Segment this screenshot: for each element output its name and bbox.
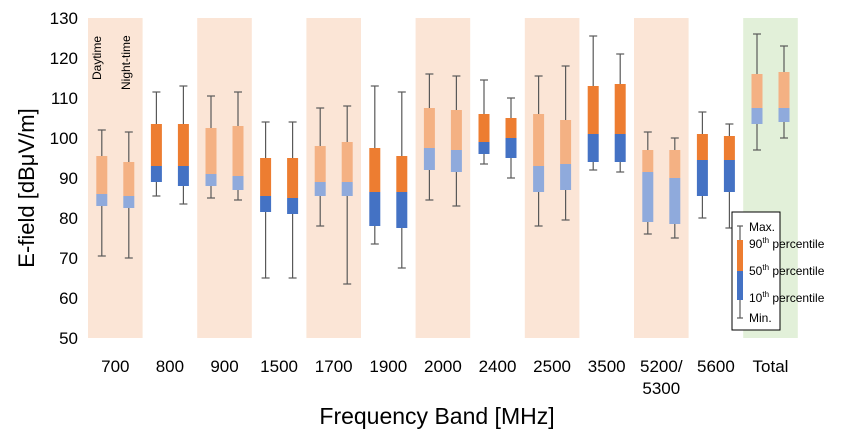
box-lower-night <box>232 176 244 190</box>
y-axis-label: E-field [dBμV/m] <box>14 108 39 267</box>
legend-item-4: Min. <box>749 311 772 325</box>
box-upper-night <box>723 136 735 160</box>
box-upper-day <box>423 108 435 148</box>
x-tick-label: 1500 <box>260 357 298 376</box>
box-lower-night <box>505 138 517 158</box>
box-upper-night <box>177 124 189 166</box>
box-lower-day <box>150 166 162 182</box>
box-lower-night <box>560 164 572 190</box>
legend-upper-box <box>737 240 743 271</box>
box-upper-night <box>396 156 408 192</box>
band-shade <box>197 18 252 338</box>
x-tick-label: 900 <box>210 357 238 376</box>
box-upper-night <box>123 162 135 196</box>
box-upper-day <box>587 86 599 134</box>
box-lower-night <box>177 166 189 186</box>
x-tick-label: 2500 <box>533 357 571 376</box>
box-upper-night <box>778 72 790 108</box>
legend-lower-box <box>737 271 743 300</box>
x-tick-label: 2000 <box>424 357 462 376</box>
x-tick-label: 5600 <box>697 357 735 376</box>
y-tick-label: 90 <box>59 169 78 188</box>
box-lower-day <box>587 134 599 162</box>
legend-item-3: 10th percentile <box>749 290 825 305</box>
y-tick-label: 110 <box>51 89 78 108</box>
legend: Max. 90th percentile 50th percentile 10th p… <box>731 211 825 331</box>
box-upper-day <box>150 124 162 166</box>
x-axis-label: Frequency Band [MHz] <box>319 403 554 429</box>
box-upper-night <box>232 126 244 176</box>
legend-item-0: Max. <box>749 220 775 234</box>
x-axis: 700 800 900 1500 1700 1900 2000 2400 2500 3500 520… <box>101 357 788 398</box>
box-upper-night <box>287 158 299 198</box>
box-lower-night <box>669 178 681 224</box>
box-upper-day <box>96 156 108 194</box>
box-lower-night <box>396 192 408 228</box>
box-upper-day <box>696 134 708 160</box>
box-upper-night <box>669 150 681 178</box>
band-shade <box>306 18 361 338</box>
box-lower-day <box>314 182 326 196</box>
box-upper-day <box>369 148 381 192</box>
series-label-night-time: Night-time <box>119 35 133 90</box>
box-lower-day <box>478 142 490 154</box>
y-tick-label: 70 <box>59 249 78 268</box>
y-tick-label: 60 <box>59 289 78 308</box>
box-lower-day <box>260 196 272 212</box>
box-lower-day <box>751 108 763 124</box>
box-lower-night <box>450 150 462 172</box>
x-tick-label: 3500 <box>588 357 626 376</box>
series-label-daytime: Daytime <box>90 36 104 80</box>
box-upper-night <box>505 118 517 138</box>
band-shade <box>415 18 471 338</box>
box-upper-day <box>751 74 763 108</box>
box-lower-night <box>341 182 353 196</box>
boxplot-series <box>96 33 790 285</box>
x-tick-label: 800 <box>156 357 184 376</box>
legend-item-2: 50th percentile <box>749 263 825 278</box>
box-upper-day <box>533 114 545 166</box>
box-lower-night <box>614 134 626 162</box>
box-lower-day <box>96 194 108 206</box>
y-tick-label: 50 <box>59 329 78 348</box>
y-axis: 50 60 70 80 90 100 110 120 130 <box>50 9 78 348</box>
box-upper-day <box>642 150 654 172</box>
box-lower-day <box>423 148 435 170</box>
box-lower-night <box>778 108 790 122</box>
y-tick-label: 100 <box>50 129 78 148</box>
box-lower-day <box>369 192 381 226</box>
box-upper-night <box>614 84 626 134</box>
box-upper-day <box>314 146 326 182</box>
x-tick-label: 5200/5300 <box>640 357 683 398</box>
box-lower-night <box>723 160 735 192</box>
y-tick-label: 130 <box>50 9 78 28</box>
box-upper-day <box>478 114 490 142</box>
y-tick-label: 120 <box>50 49 78 68</box>
box-upper-day <box>205 128 217 174</box>
y-tick-label: 80 <box>59 209 78 228</box>
box-upper-night <box>450 110 462 150</box>
box-lower-day <box>696 160 708 196</box>
x-tick-label: 1900 <box>369 357 407 376</box>
legend-item-1: 90th percentile <box>749 236 825 251</box>
box-lower-day <box>205 174 217 186</box>
x-tick-label: 700 <box>101 357 129 376</box>
x-tick-label: 1700 <box>315 357 353 376</box>
band-shade <box>634 18 689 338</box>
box-upper-night <box>341 142 353 182</box>
box-upper-day <box>260 158 272 196</box>
box-upper-night <box>560 120 572 164</box>
box-lower-night <box>123 196 135 208</box>
band-shading <box>88 18 798 338</box>
box-lower-night <box>287 198 299 214</box>
box-lower-day <box>533 166 545 192</box>
box-lower-day <box>642 172 654 222</box>
x-tick-label: 2400 <box>479 357 517 376</box>
band-shade <box>524 18 580 338</box>
x-tick-label: Total <box>753 357 789 376</box>
